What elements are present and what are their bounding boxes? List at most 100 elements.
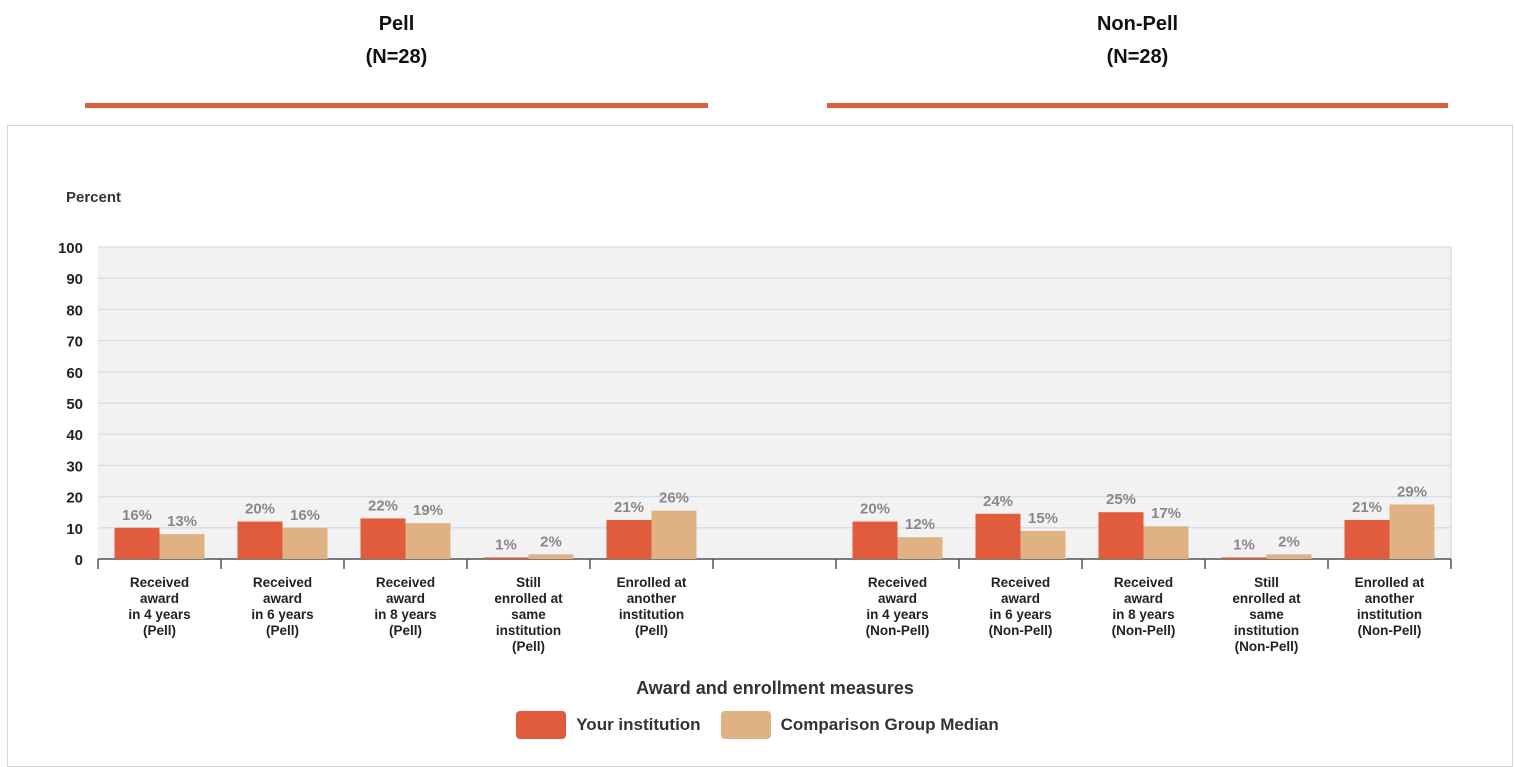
y-tick-label: 40 — [66, 427, 83, 444]
category-label-line: Received — [868, 575, 927, 590]
x-axis-title: Award and enrollment measures — [636, 678, 914, 698]
bar-institution — [1098, 512, 1144, 559]
data-label: 26% — [659, 490, 689, 507]
nonpell-group-title: Non-Pell — [1096, 13, 1179, 35]
category-label: Enrolled at another institution (Pell) — [617, 575, 687, 638]
bar-comparison — [528, 554, 574, 559]
legend-item-institution[interactable]: Your institution — [516, 711, 701, 739]
bar-institution — [1344, 520, 1390, 559]
data-label: 1% — [495, 536, 517, 553]
data-label: 1% — [1233, 536, 1255, 553]
category-label-line: award — [140, 591, 179, 606]
data-label: 19% — [413, 502, 443, 519]
y-tick-label: 60 — [66, 365, 83, 382]
category-label: Received award in 8 years (Non-Pell) — [1112, 575, 1176, 638]
category-label-line: award — [386, 591, 425, 606]
data-label: 21% — [614, 499, 644, 516]
category-label-line: in 4 years — [866, 607, 928, 622]
y-tick-label: 100 — [58, 240, 83, 257]
y-tick-label: 0 — [75, 552, 83, 569]
category-label-line: Received — [130, 575, 189, 590]
category-label-line: award — [263, 591, 302, 606]
data-label: 17% — [1151, 505, 1181, 522]
category-label-line: (Non-Pell) — [1358, 623, 1422, 638]
bar-comparison — [1389, 504, 1435, 559]
data-label: 13% — [167, 513, 197, 530]
category-label-line: institution — [1234, 623, 1299, 638]
y-tick-label: 20 — [66, 490, 83, 507]
category-label-line: in 6 years — [989, 607, 1051, 622]
y-tick-label: 50 — [66, 396, 83, 413]
category-label-line: enrolled at — [1232, 591, 1301, 606]
category-label-line: another — [1365, 591, 1415, 606]
category-label-line: enrolled at — [494, 591, 563, 606]
data-label: 16% — [122, 507, 152, 524]
data-label: 25% — [1106, 491, 1136, 508]
category-label-line: Still — [516, 575, 541, 590]
category-label: Still enrolled at same institution (Pell) — [494, 575, 563, 654]
category-label: Received award in 6 years (Pell) — [251, 575, 313, 638]
bar-institution — [114, 527, 160, 559]
y-tick-label: 10 — [66, 521, 83, 538]
category-label-line: institution — [496, 623, 561, 638]
category-label-line: in 8 years — [1112, 607, 1174, 622]
nonpell-group-count: (N=28) — [1106, 46, 1169, 68]
bar-comparison — [1020, 530, 1066, 559]
y-axis-label: Percent — [66, 189, 121, 206]
category-label-line: (Pell) — [389, 623, 422, 638]
bar-comparison — [405, 523, 451, 559]
category-label-line: Received — [1114, 575, 1173, 590]
category-label-line: institution — [1357, 607, 1422, 622]
category-label-line: Enrolled at — [1355, 575, 1425, 590]
bar-comparison — [1266, 554, 1312, 559]
category-label-line: (Pell) — [512, 639, 545, 654]
category-label-line: (Non-Pell) — [1235, 639, 1299, 654]
category-label-line: (Non-Pell) — [866, 623, 930, 638]
legend-swatch-institution — [516, 711, 567, 739]
category-label-line: (Non-Pell) — [989, 623, 1053, 638]
category-label-line: Received — [253, 575, 312, 590]
category-label: Still enrolled at same institution (Non-Pell… — [1232, 575, 1301, 654]
category-label-line: in 4 years — [128, 607, 190, 622]
y-tick-label: 70 — [66, 334, 83, 351]
data-label: 12% — [905, 516, 935, 533]
legend-label-institution: Your institution — [576, 715, 701, 734]
category-label: Received award in 8 years (Pell) — [374, 575, 436, 638]
data-label: 16% — [290, 507, 320, 524]
data-label: 15% — [1028, 510, 1058, 527]
pell-group-count: (N=28) — [365, 46, 428, 68]
category-label-line: (Pell) — [266, 623, 299, 638]
category-label-line: Enrolled at — [617, 575, 687, 590]
category-label-line: Received — [376, 575, 435, 590]
pell-group-header: Pell (N=28) — [85, 8, 708, 108]
data-label: 2% — [540, 533, 562, 550]
category-label-line: award — [1124, 591, 1163, 606]
bar-institution — [237, 521, 283, 559]
bar-institution — [852, 521, 898, 559]
bar-institution — [483, 557, 529, 559]
data-label: 20% — [860, 501, 890, 518]
category-label-line: same — [1249, 607, 1284, 622]
bar-comparison — [1143, 526, 1189, 559]
category-label-line: in 8 years — [374, 607, 436, 622]
data-label: 2% — [1278, 533, 1300, 550]
category-label-line: Received — [991, 575, 1050, 590]
category-label-line: (Pell) — [143, 623, 176, 638]
nonpell-header-rule — [827, 103, 1448, 108]
data-label: 21% — [1352, 499, 1382, 516]
category-label-line: institution — [619, 607, 684, 622]
pell-header-rule — [85, 103, 708, 108]
legend-item-comparison[interactable]: Comparison Group Median — [720, 711, 999, 739]
bar-comparison — [651, 510, 697, 559]
legend-label-comparison: Comparison Group Median — [780, 715, 999, 734]
y-tick-label: 30 — [66, 458, 83, 475]
data-label: 22% — [368, 497, 398, 514]
pell-group-title: Pell — [378, 13, 415, 35]
category-label-line: another — [627, 591, 677, 606]
legend-swatch-comparison — [720, 711, 771, 739]
bar-comparison — [159, 534, 205, 559]
category-label-line: award — [878, 591, 917, 606]
bar-institution — [360, 518, 406, 559]
bar-institution — [1221, 557, 1267, 559]
category-label: Received award in 4 years (Non-Pell) — [866, 575, 930, 638]
